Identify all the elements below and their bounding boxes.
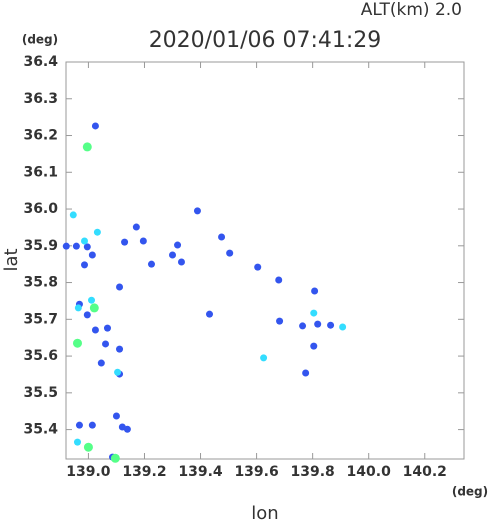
plot-frame xyxy=(65,61,465,460)
echo-point xyxy=(299,322,307,330)
echo-point xyxy=(110,453,120,463)
y-tick-label: 35.6 xyxy=(23,348,58,364)
y-tick-label: 35.5 xyxy=(23,385,58,401)
echo-point xyxy=(97,359,105,367)
echo-point xyxy=(91,326,99,334)
echo-point xyxy=(310,342,318,350)
y-unit: (deg) xyxy=(22,33,58,47)
echo-point xyxy=(174,241,182,249)
echo-point xyxy=(123,425,131,433)
echo-point xyxy=(339,323,347,331)
echo-point xyxy=(275,276,283,284)
echo-point xyxy=(72,242,80,250)
echo-point xyxy=(314,320,322,328)
echo-point xyxy=(193,207,201,215)
echo-point xyxy=(132,223,140,231)
x-tick-label: 139.6 xyxy=(234,464,278,480)
x-tick-label: 139.0 xyxy=(66,464,111,480)
echo-point xyxy=(177,258,185,266)
echo-point xyxy=(62,242,70,250)
echo-point xyxy=(327,321,335,329)
echo-point xyxy=(80,261,88,269)
echo-point xyxy=(311,287,319,295)
x-tick-label: 139.2 xyxy=(122,464,166,480)
echo-point xyxy=(169,251,177,259)
y-tick-label: 35.7 xyxy=(23,311,58,327)
echo-point xyxy=(89,303,99,313)
echo-point xyxy=(91,122,99,130)
echo-point xyxy=(88,421,96,429)
y-axis-label: lat xyxy=(1,248,22,271)
echo-point xyxy=(310,309,318,317)
echo-point xyxy=(80,237,88,245)
echo-point xyxy=(260,354,268,362)
x-axis-label: lon xyxy=(251,503,278,521)
echo-point xyxy=(218,233,226,241)
echo-point xyxy=(121,238,129,246)
echo-point xyxy=(83,311,91,319)
echo-point xyxy=(83,442,93,452)
x-tick-label: 140.2 xyxy=(403,464,447,480)
echo-point xyxy=(83,243,91,251)
echo-point xyxy=(82,142,92,152)
x-unit: (deg) xyxy=(452,485,488,499)
echo-point xyxy=(116,283,124,291)
echo-point xyxy=(88,251,96,259)
y-tick-label: 36.2 xyxy=(23,128,58,144)
echo-point xyxy=(73,438,81,446)
echo-point xyxy=(226,249,234,257)
echo-point xyxy=(75,421,83,429)
echo-point xyxy=(276,317,284,325)
y-tick-label: 36.1 xyxy=(23,164,58,180)
x-tick-label: 139.8 xyxy=(290,464,334,480)
echo-point xyxy=(74,304,82,312)
y-tick-label: 36.0 xyxy=(23,201,58,217)
echo-point xyxy=(302,369,310,377)
y-tick-label: 35.4 xyxy=(23,422,58,438)
echo-point xyxy=(88,296,96,304)
echo-point xyxy=(254,263,262,271)
echo-point xyxy=(72,338,82,348)
echo-point xyxy=(102,340,110,348)
y-tick-label: 35.8 xyxy=(23,275,58,291)
chart-title: 2020/01/06 07:41:29 xyxy=(149,28,382,53)
y-tick-label: 36.3 xyxy=(23,91,58,107)
echo-point xyxy=(116,345,124,353)
annotation: ALT(km) 2.0 xyxy=(361,0,462,20)
y-tick-label: 35.9 xyxy=(23,238,58,254)
y-tick-label: 36.4 xyxy=(23,54,58,70)
echo-point xyxy=(93,228,101,236)
echo-point xyxy=(206,310,214,318)
echo-point xyxy=(69,211,77,219)
echo-point xyxy=(114,368,122,376)
echo-point xyxy=(147,260,155,268)
x-tick-label: 140.0 xyxy=(347,464,392,480)
echo-point xyxy=(139,237,147,245)
echo-point xyxy=(103,324,111,332)
echo-point xyxy=(112,412,120,420)
x-tick-label: 139.4 xyxy=(178,464,223,480)
